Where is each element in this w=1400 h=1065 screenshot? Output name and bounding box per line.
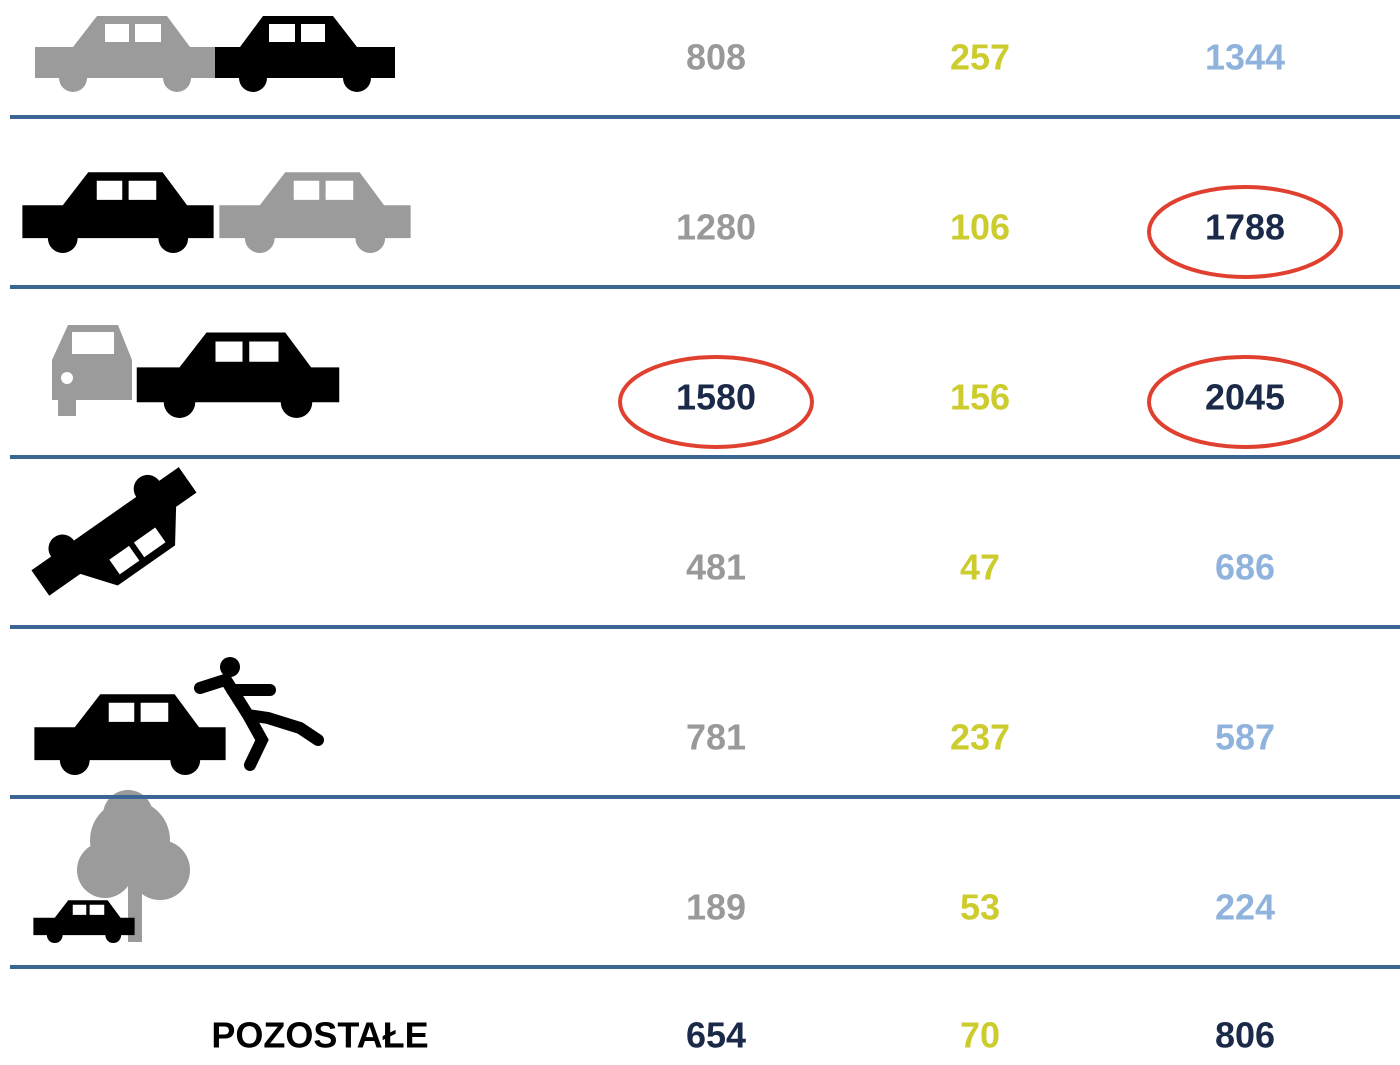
cell-value: 481 [686,547,746,588]
icon-pedestrian [34,657,318,775]
cell-value: 224 [1215,887,1275,928]
cell-value: 808 [686,37,746,78]
cell-value: 1280 [676,207,756,248]
accident-table: 808 257 1344 1280 106 1788 1580 156 2045 481 47 686… [0,0,1400,1065]
summary-value: 806 [1215,1015,1275,1056]
icon-rollover [23,456,214,621]
icon-tree [33,790,190,943]
cell-value: 257 [950,37,1010,78]
cell-value: 1788 [1205,207,1285,248]
cell-value: 189 [686,887,746,928]
cell-value: 106 [950,207,1010,248]
icon-side-collision [52,325,339,418]
icon-rear-collision [35,16,395,92]
summary-label: POZOSTAŁE [211,1015,428,1056]
summary-value: 70 [960,1015,1000,1056]
summary-value: 654 [686,1015,746,1056]
cell-value: 1344 [1205,37,1285,78]
cell-value: 53 [960,887,1000,928]
cell-value: 156 [950,377,1010,418]
cell-value: 1580 [676,377,756,418]
cell-value: 237 [950,717,1010,758]
cell-value: 686 [1215,547,1275,588]
cell-value: 2045 [1205,377,1285,418]
cell-value: 587 [1215,717,1275,758]
cell-value: 47 [960,547,1000,588]
icon-rear-collision-2 [22,172,410,253]
cell-value: 781 [686,717,746,758]
